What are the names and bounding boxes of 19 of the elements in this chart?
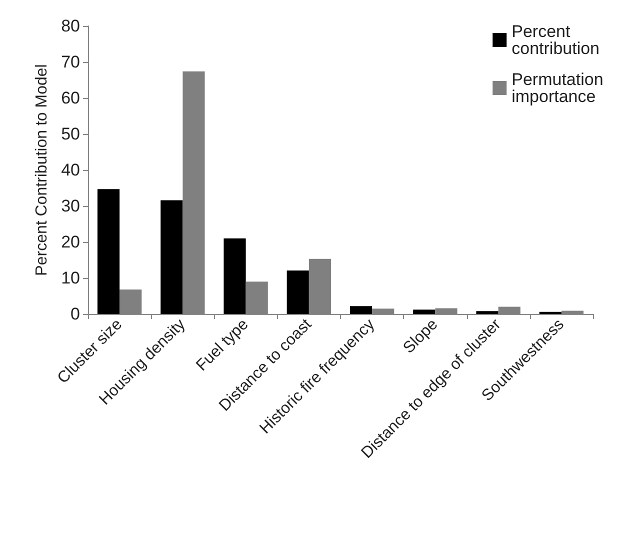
bar [413,310,436,314]
y-tick-label: 50 [61,124,80,144]
y-tick-label: 10 [61,268,80,288]
y-tick-label: 80 [61,16,80,36]
legend-label: Permutation importance [512,70,608,106]
legend-label: Percent contribution [512,22,600,58]
y-tick-label: 60 [61,88,80,108]
y-axis-title: Percent Contribution to Model [34,64,50,276]
y-tick-label: 30 [61,196,80,216]
y-tick-label: 0 [70,304,80,324]
y-tick-label: 20 [61,232,80,252]
bar [286,270,309,314]
y-tick-label: 70 [61,52,80,72]
bar [97,189,120,314]
bar [224,238,246,314]
bar [476,311,498,314]
y-tick-label: 40 [61,160,80,180]
bar [350,306,372,314]
bar [160,200,183,314]
